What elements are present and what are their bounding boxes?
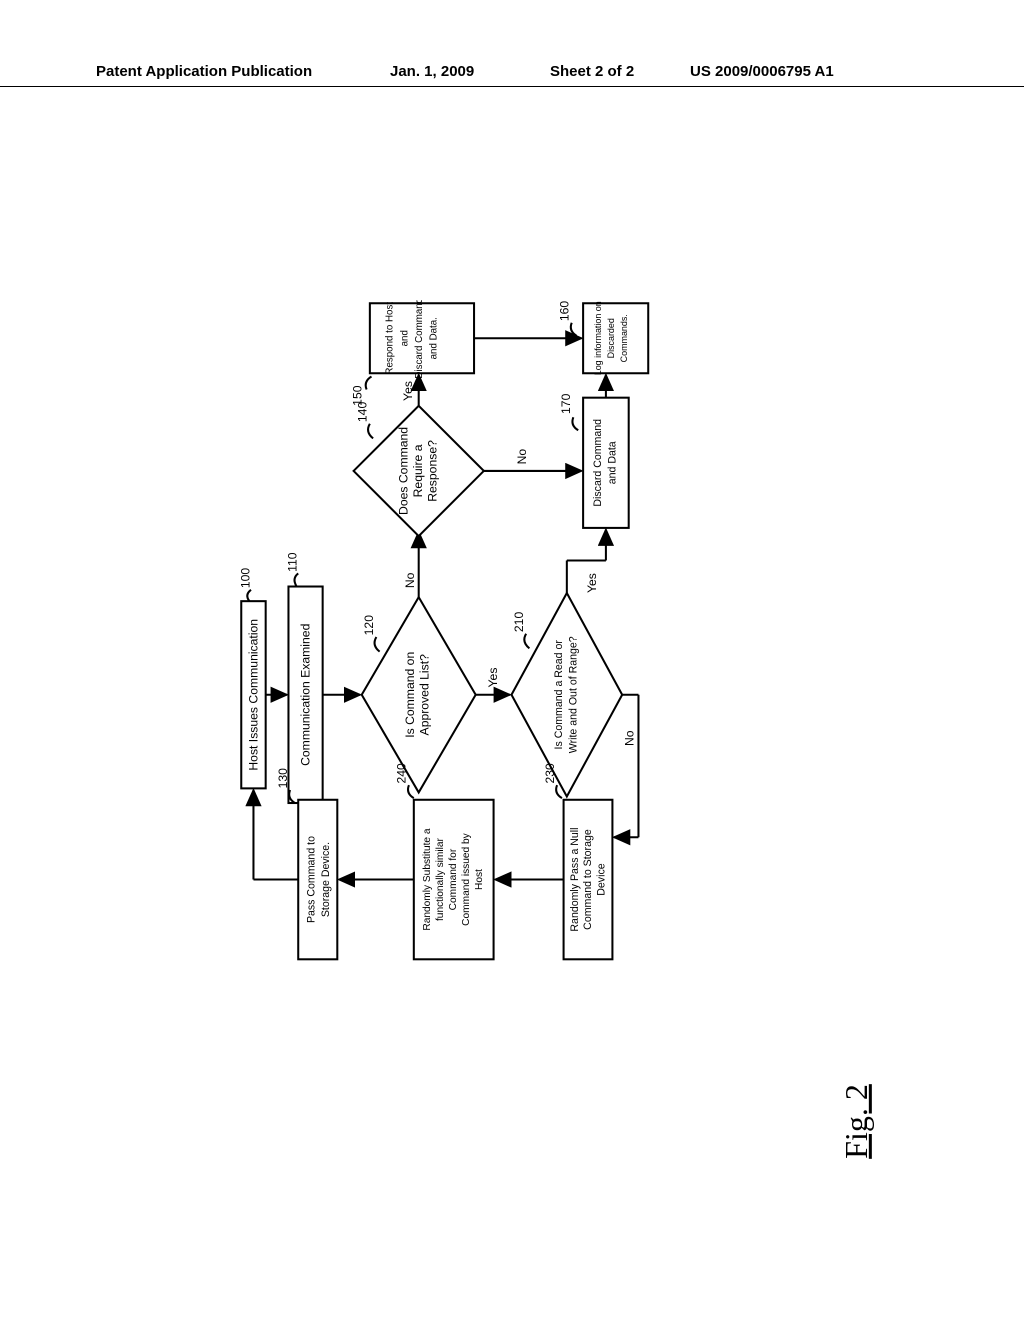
ref-110: 110 (286, 552, 300, 572)
node-240-text-3: Command issued by (461, 832, 472, 925)
node-240-text-1: functionally similar (435, 837, 446, 921)
ref-120: 120 (362, 615, 376, 636)
node-240-text-0: Randomly Substitute a (422, 828, 433, 931)
node-230-text-1: Command to Storage (582, 829, 594, 930)
node-210-text-1: Write and Out of Range? (568, 636, 580, 753)
node-120-text-1: Approved List? (417, 654, 431, 736)
node-230-text-0: Randomly Pass a Null (569, 828, 581, 932)
page-header: Patent Application Publication Jan. 1, 2… (0, 86, 1024, 87)
flowchart: Host Issues Communication 100 Communicat… (88, 300, 948, 1000)
node-150-text-1: and (399, 330, 410, 346)
node-240-text-2: Command for (448, 848, 459, 910)
header-sheet: Sheet 2 of 2 (550, 63, 634, 80)
node-230-text-2: Device (595, 863, 607, 895)
header-publication: Patent Application Publication (96, 63, 312, 80)
ref-130: 130 (276, 768, 290, 789)
node-150-text-0: Respond to Host (385, 302, 396, 375)
edge-140-yes: Yes (401, 381, 415, 401)
node-150-text-3: and Data. (429, 317, 440, 359)
flowchart-svg: Host Issues Communication 100 Communicat… (88, 300, 948, 1000)
node-100-text: Host Issues Communication (247, 619, 261, 771)
node-160-text-1: Discarded (606, 318, 616, 358)
node-160-text-2: Commands. (619, 314, 629, 362)
ref-240: 240 (395, 763, 409, 784)
figure-label: Fig. 2 (838, 1084, 875, 1159)
node-150-text-2: Discard Command (414, 300, 425, 379)
node-170-text-1: and Data (607, 441, 619, 484)
node-240-text-4: Host (474, 869, 485, 890)
node-160-text-0: Log information on (593, 301, 603, 375)
edge-210-yes: Yes (585, 573, 599, 593)
node-130-text-0: Pass Command to (306, 836, 318, 923)
edge-210-no: No (623, 730, 637, 746)
header-date: Jan. 1, 2009 (390, 63, 474, 80)
node-110-text: Communication Examined (299, 624, 313, 766)
edge-120-no: No (403, 572, 417, 588)
ref-210: 210 (512, 612, 526, 633)
ref-160: 160 (557, 301, 571, 322)
node-130-text-1: Storage Device. (320, 842, 332, 917)
node-140-text-2: Response? (426, 440, 440, 502)
ref-170: 170 (559, 393, 573, 414)
header-pubno: US 2009/0006795 A1 (690, 63, 834, 80)
ref-230: 230 (543, 763, 557, 784)
page: Patent Application Publication Jan. 1, 2… (0, 0, 1024, 1320)
node-170-text-0: Discard Command (592, 419, 604, 507)
node-210-text-0: Is Command a Read or (553, 640, 565, 750)
node-120-text-0: Is Command on (403, 652, 417, 738)
node-140-text-0: Does Command (396, 427, 410, 515)
node-140-text-1: Require a (411, 444, 425, 497)
edge-140-no: No (515, 449, 529, 465)
ref-100: 100 (238, 568, 252, 589)
ref-150: 150 (351, 385, 365, 406)
edge-120-yes: Yes (486, 668, 500, 688)
